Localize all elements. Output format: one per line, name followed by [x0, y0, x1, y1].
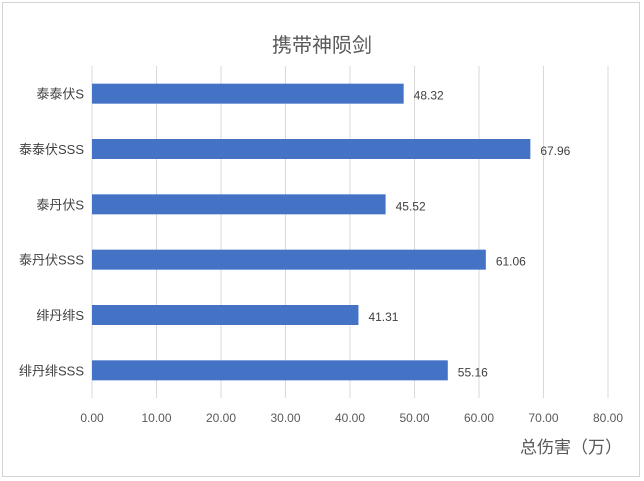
category-label: 绯丹绯S [36, 308, 84, 323]
data-label: 55.16 [458, 365, 488, 379]
bar [92, 249, 486, 270]
data-label: 61.06 [496, 255, 526, 269]
x-tick-label: 20.00 [206, 411, 236, 425]
data-labels: 48.32 67.96 45.52 61.06 41.31 55.16 [368, 89, 570, 380]
gridlines [91, 66, 609, 398]
bar [92, 139, 531, 159]
x-tick-label: 10.00 [141, 411, 171, 425]
bar [92, 194, 386, 215]
category-label: 泰泰伏S [36, 87, 84, 102]
x-axis-title: 总伤害（万） [520, 438, 622, 457]
bar [92, 305, 359, 325]
x-tick-label: 70.00 [528, 411, 558, 425]
category-label: 泰丹伏S [36, 197, 84, 212]
x-tick-label: 50.00 [399, 411, 429, 425]
bars [92, 83, 531, 381]
x-tick-label: 40.00 [335, 411, 365, 425]
x-tick-label: 60.00 [464, 411, 494, 425]
chart-frame [2, 2, 640, 477]
data-label: 41.31 [368, 310, 398, 324]
category-label: 绯丹绯SSS [19, 363, 84, 378]
category-labels: 泰泰伏S 泰泰伏SSS 泰丹伏S 泰丹伏SSS 绯丹绯S 绯丹绯SSS [19, 87, 84, 379]
x-tick-label: 0.00 [80, 411, 104, 425]
bar [92, 83, 404, 104]
category-label: 泰丹伏SSS [19, 253, 84, 268]
data-label: 67.96 [540, 144, 570, 158]
x-tick-label: 80.00 [593, 411, 623, 425]
chart-title: 携带神陨剑 [272, 34, 372, 57]
data-label: 45.52 [396, 199, 426, 213]
bar [92, 360, 448, 381]
data-label: 48.32 [414, 89, 444, 103]
category-label: 泰泰伏SSS [19, 142, 84, 157]
x-tick-label: 30.00 [270, 411, 300, 425]
x-tick-labels: 0.00 10.00 20.00 30.00 40.00 50.00 60.00 70.00 8… [80, 411, 623, 425]
